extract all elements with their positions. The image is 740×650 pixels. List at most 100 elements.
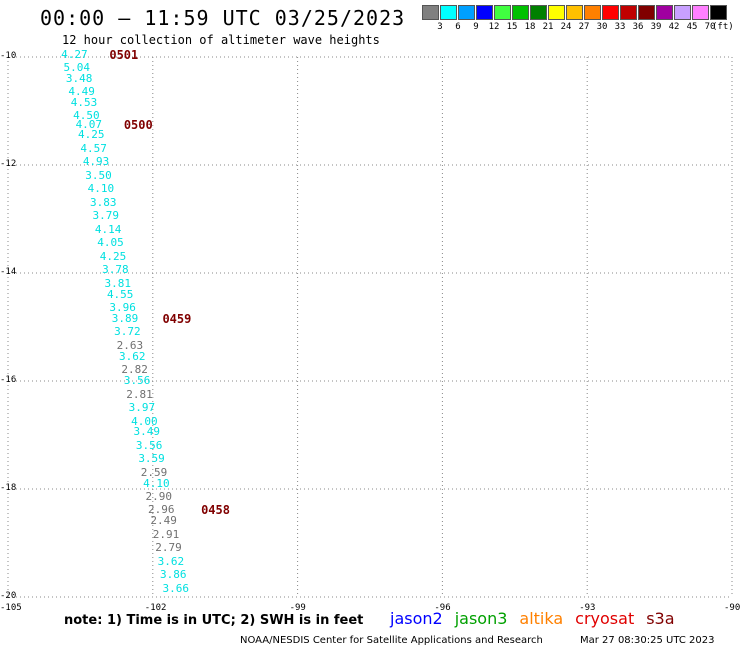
legend-swatch: [422, 5, 439, 20]
wave-height-value: 3.62: [157, 554, 185, 568]
wave-height-value: 2.90: [145, 490, 173, 504]
satellite-legend-item: s3a: [646, 609, 675, 628]
pass-time-label: 0500: [123, 117, 153, 132]
satellite-legend-item: jason3: [454, 609, 508, 628]
wave-height-value: 4.07: [75, 117, 103, 131]
pass-time-label: 0459: [162, 311, 192, 326]
wave-height-value: 4.10: [87, 182, 115, 196]
wave-height-value: 3.79: [92, 209, 119, 223]
wave-height-value: 3.78: [102, 263, 129, 277]
legend-swatch: [584, 5, 601, 20]
chart-title: 00:00 – 11:59 UTC 03/25/2023: [40, 6, 406, 30]
wave-height-value: 2.96: [147, 502, 175, 516]
longitude-tick-label: -90: [724, 603, 740, 613]
legend-bin-label: 3: [437, 22, 443, 32]
legend-bin-label: 18: [524, 22, 536, 32]
latitude-tick-label: -14: [0, 267, 17, 277]
wave-height-value: 3.86: [160, 568, 187, 582]
wave-height-value: 3.97: [128, 401, 156, 414]
latitude-tick-label: -16: [0, 375, 17, 385]
chart-subtitle: 12 hour collection of altimeter wave hei…: [62, 33, 380, 47]
wave-height-value: 4.25: [77, 128, 105, 142]
legend-bin-label: 21: [542, 22, 554, 32]
legend-swatch: [530, 5, 547, 20]
latitude-tick-label: -20: [0, 591, 17, 601]
satellite-legend-item: jason2: [390, 609, 443, 628]
wave-height-value: 3.48: [65, 71, 93, 85]
wave-height-value: 3.50: [85, 168, 112, 182]
wave-height-value: 3.59: [138, 452, 165, 466]
longitude-tick-label: -105: [0, 603, 22, 613]
wave-height-value: 3.49: [133, 425, 160, 439]
wave-height-value: 4.50: [73, 109, 100, 123]
wave-height-value: 4.14: [94, 222, 122, 236]
wave-height-value: 2.91: [152, 527, 180, 541]
wave-height-value: 4.27: [61, 48, 88, 62]
legend-bin-label: 39: [650, 22, 662, 32]
wave-height-value: 4.10: [143, 476, 170, 490]
pass-time-label: 0501: [109, 48, 139, 63]
legend-swatch: [692, 5, 709, 20]
wave-height-value: 4.55: [106, 287, 134, 301]
wave-height-value: 3.81: [104, 276, 132, 290]
wave-height-value: 5.04: [63, 60, 91, 74]
latitude-tick-label: -18: [0, 483, 17, 493]
legend-swatch: [548, 5, 565, 20]
wave-height-value: 3.62: [119, 349, 146, 363]
wave-height-value: 4.49: [68, 85, 95, 99]
legend-swatch: [512, 5, 529, 20]
wave-height-value: 2.59: [140, 465, 168, 479]
legend-bin-label: 12: [488, 22, 500, 32]
wave-height-value: 2.63: [116, 338, 144, 352]
wave-height-value: 4.25: [99, 249, 127, 263]
wave-height-value: 4.00: [131, 414, 158, 428]
legend-bin-label: 30: [596, 22, 608, 32]
legend-swatch: [476, 5, 493, 20]
generation-timestamp: Mar 27 08:30:25 UTC 2023: [580, 635, 715, 646]
longitude-tick-label: -99: [289, 603, 306, 613]
legend-units-label: (ft): [712, 22, 734, 32]
legend-swatch: [656, 5, 673, 20]
legend-swatch: [440, 5, 457, 20]
longitude-tick-label: -96: [434, 603, 451, 613]
satellite-legend: jason2 jason3 altika cryosat s3a: [390, 609, 687, 628]
legend-bin-label: 15: [506, 22, 518, 32]
legend-bin-label: 45: [686, 22, 698, 32]
legend-swatch: [620, 5, 637, 20]
wave-height-value: 4.53: [70, 95, 98, 109]
latitude-tick-label: -10: [0, 51, 17, 61]
legend-bin-label: 9: [473, 22, 479, 32]
footer-note: note: 1) Time is in UTC; 2) SWH is in fe…: [64, 613, 364, 628]
wave-height-value: 3.96: [109, 301, 136, 315]
legend-bin-label: 27: [578, 22, 590, 32]
legend-bin-label: 6: [455, 22, 461, 32]
legend-swatch: [494, 5, 511, 20]
legend-swatch: [458, 5, 475, 20]
wave-height-value: 3.72: [114, 325, 141, 339]
wave-height-value: 2.82: [121, 363, 148, 377]
legend-bin-label: 36: [632, 22, 644, 32]
legend-swatch: [566, 5, 583, 20]
wave-height-value: 3.56: [135, 438, 163, 452]
wave-height-value: 2.81: [126, 387, 153, 401]
wave-height-value: 4.05: [97, 236, 124, 250]
longitude-tick-label: -102: [144, 603, 167, 613]
credit-text: NOAA/NESDIS Center for Satellite Applica…: [240, 635, 543, 646]
legend-swatch: [710, 5, 727, 20]
pass-time-label: 0458: [201, 502, 230, 517]
legend-swatch: [602, 5, 619, 20]
legend-bin-label: 42: [668, 22, 680, 32]
wave-height-value: 3.83: [90, 195, 117, 209]
wave-height-value: 4.57: [80, 141, 107, 155]
wave-height-value: 2.49: [150, 514, 177, 528]
latitude-tick-label: -12: [0, 159, 17, 169]
legend-bin-label: 24: [560, 22, 572, 32]
legend-bin-label: 70: [704, 22, 716, 32]
wave-height-value: 3.56: [123, 374, 151, 387]
satellite-legend-item: altika: [519, 609, 564, 628]
legend-bin-label: 33: [614, 22, 626, 32]
color-legend: [422, 5, 728, 20]
wave-height-value: 3.89: [111, 311, 139, 325]
wave-height-value: 3.66: [162, 581, 189, 595]
